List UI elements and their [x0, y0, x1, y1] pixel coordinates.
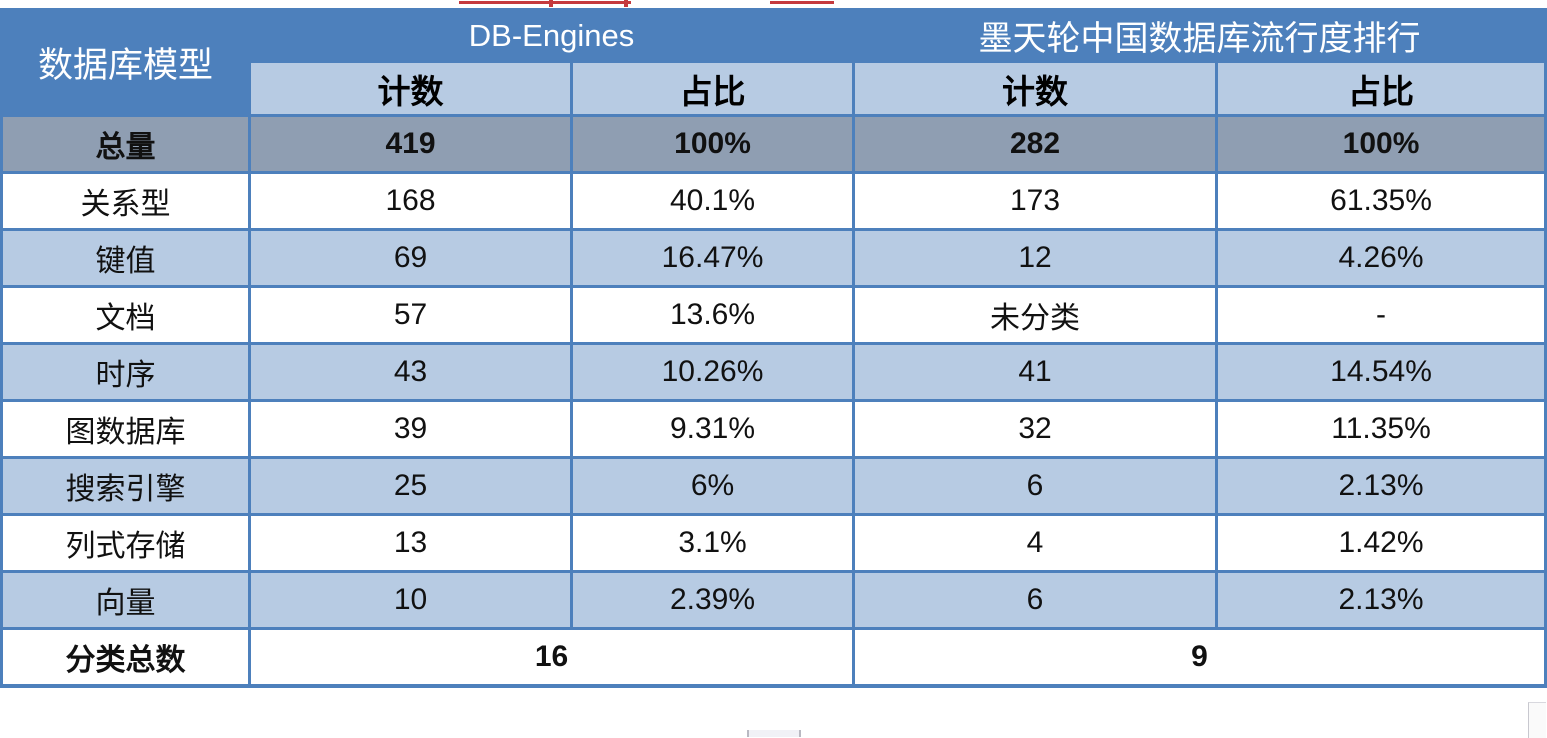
value-cell: 1.42%: [1215, 513, 1547, 573]
row-label: 总量: [0, 114, 251, 174]
table-row: 图数据库 39 9.31% 32 11.35%: [0, 399, 1547, 459]
table-row: 向量 10 2.39% 6 2.13%: [0, 570, 1547, 630]
subheader-share-2: 占比: [1215, 60, 1547, 117]
value-cell: 4.26%: [1215, 228, 1547, 288]
row-label: 键值: [0, 228, 251, 288]
horizontal-scrollbar-thumb[interactable]: [747, 730, 801, 737]
table-row: 关系型 168 40.1% 173 61.35%: [0, 171, 1547, 231]
value-cell: 10.26%: [569, 342, 856, 402]
row-label: 列式存储: [0, 513, 251, 573]
row-label: 时序: [0, 342, 251, 402]
value-cell: 41: [852, 342, 1219, 402]
scrollbar-corner: [1528, 702, 1546, 738]
value-cell: 168: [248, 171, 573, 231]
value-cell: 9.31%: [569, 399, 856, 459]
value-cell: 100%: [1215, 114, 1547, 174]
value-cell: -: [1215, 285, 1547, 345]
row-label: 关系型: [0, 171, 251, 231]
table-row: 时序 43 10.26% 41 14.54%: [0, 342, 1547, 402]
value-cell: 6%: [569, 456, 856, 516]
table-row-category-count: 分类总数 16 9: [0, 627, 1547, 687]
value-cell: 13: [248, 513, 573, 573]
value-cell: 11.35%: [1215, 399, 1547, 459]
subheader-row: 计数 占比 计数 占比: [2, 60, 1547, 117]
group-header-motianlun: 墨天轮中国数据库流行度排行: [852, 8, 1547, 63]
value-cell: 3.1%: [569, 513, 856, 573]
corner-header-cell: 数据库模型: [0, 8, 251, 117]
row-label: 搜索引擎: [0, 456, 251, 516]
value-cell: 173: [852, 171, 1219, 231]
table-row: 列式存储 13 3.1% 4 1.42%: [0, 513, 1547, 573]
value-cell: 61.35%: [1215, 171, 1547, 231]
value-cell: 100%: [569, 114, 856, 174]
value-cell: 2.13%: [1215, 456, 1547, 516]
value-cell: 未分类: [852, 285, 1219, 345]
value-cell: 2.13%: [1215, 570, 1547, 630]
subheader-count-1: 计数: [248, 60, 573, 117]
group-header-db-engines: DB-Engines: [247, 8, 856, 63]
value-cell: 282: [852, 114, 1219, 174]
table-row: 文档 57 13.6% 未分类 -: [0, 285, 1547, 345]
row-label: 图数据库: [0, 399, 251, 459]
subheader-count-2: 计数: [852, 60, 1219, 117]
table-row: 搜索引擎 25 6% 6 2.13%: [0, 456, 1547, 516]
table-row-total: 总量 419 100% 282 100%: [0, 114, 1547, 174]
value-cell: 6: [852, 570, 1219, 630]
value-cell: 57: [248, 285, 573, 345]
value-cell: 14.54%: [1215, 342, 1547, 402]
row-label: 文档: [0, 285, 251, 345]
red-tick-artifact: [549, 0, 553, 7]
value-cell: 16.47%: [569, 228, 856, 288]
value-cell: 419: [248, 114, 573, 174]
merged-total-cell-db-engines: 16: [247, 627, 856, 687]
red-line-artifact: [459, 1, 631, 4]
value-cell: 12: [852, 228, 1219, 288]
value-cell: 32: [852, 399, 1219, 459]
red-tick-artifact: [624, 0, 628, 7]
value-cell: 10: [248, 570, 573, 630]
value-cell: 43: [248, 342, 573, 402]
value-cell: 69: [248, 228, 573, 288]
row-label: 向量: [0, 570, 251, 630]
subheader-share-1: 占比: [569, 60, 856, 117]
value-cell: 2.39%: [569, 570, 856, 630]
value-cell: 13.6%: [569, 285, 856, 345]
value-cell: 6: [852, 456, 1219, 516]
value-cell: 25: [248, 456, 573, 516]
header-group-row: 数据库模型 DB-Engines 墨天轮中国数据库流行度排行: [0, 8, 1547, 117]
merged-total-cell-motianlun: 9: [852, 627, 1547, 687]
row-label: 分类总数: [0, 627, 251, 687]
database-model-comparison-table: 数据库模型 DB-Engines 墨天轮中国数据库流行度排行 计数 占比 计数 …: [0, 8, 1547, 688]
red-line-artifact: [770, 1, 834, 4]
value-cell: 39: [248, 399, 573, 459]
value-cell: 4: [852, 513, 1219, 573]
table-row: 键值 69 16.47% 12 4.26%: [0, 228, 1547, 288]
value-cell: 40.1%: [569, 171, 856, 231]
